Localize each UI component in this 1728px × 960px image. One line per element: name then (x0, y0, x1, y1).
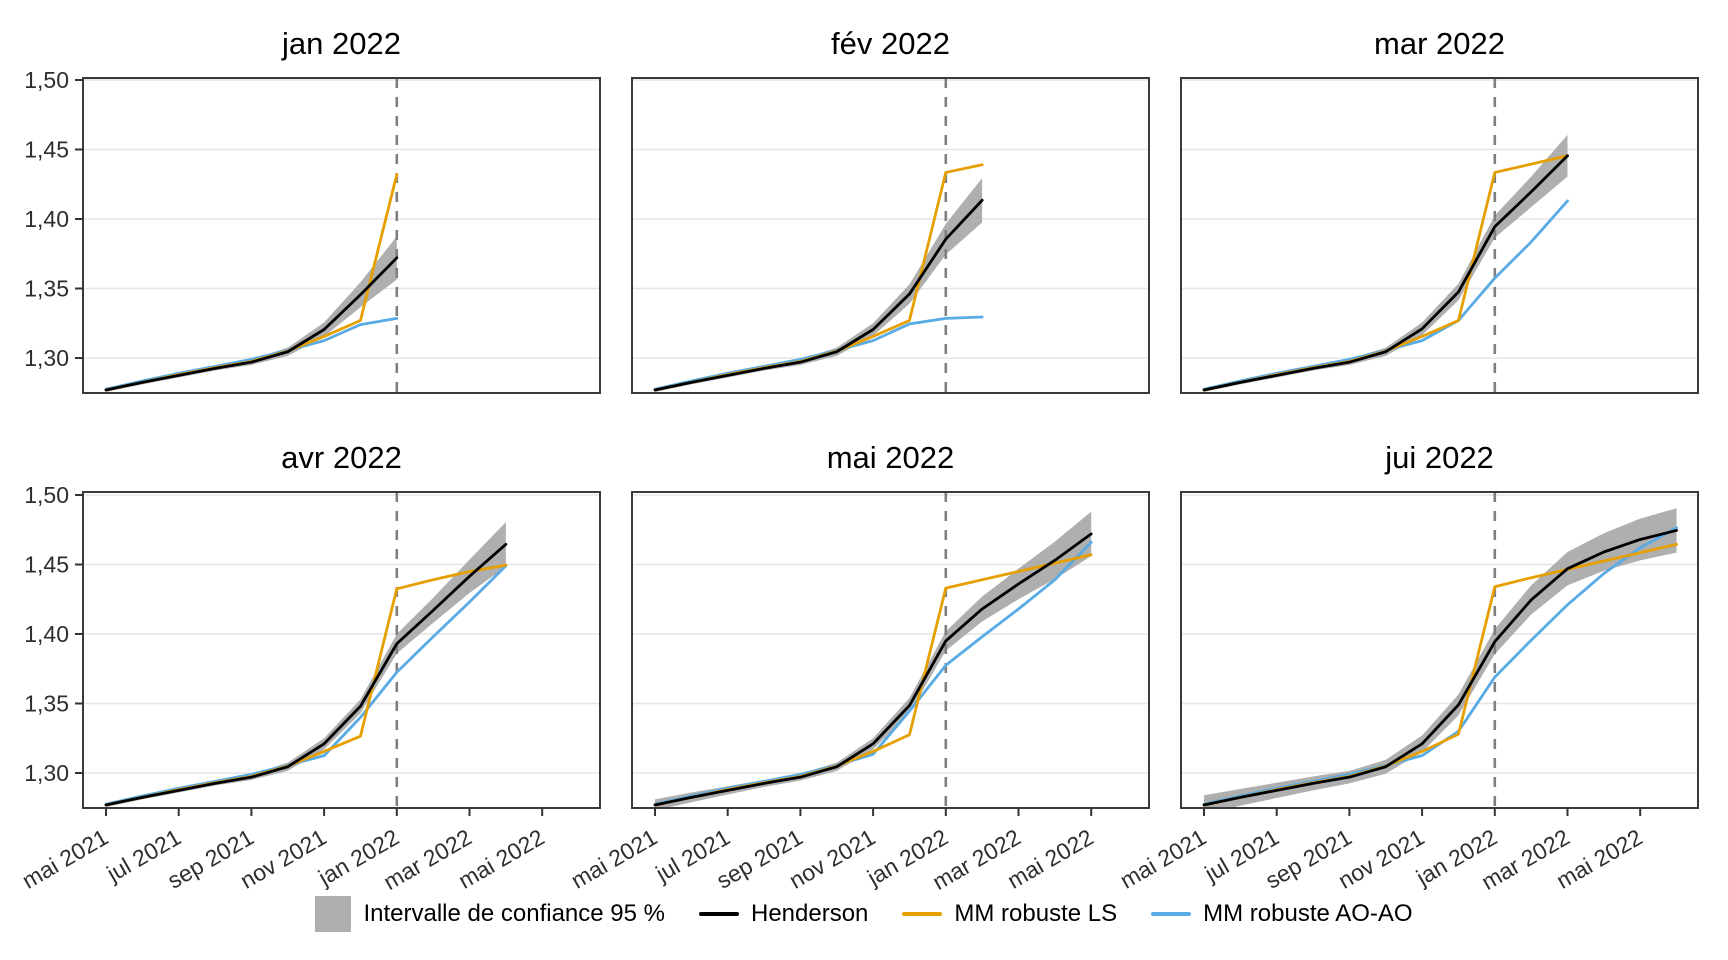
henderson-line (1202, 529, 1678, 807)
chart-canvas: jan 2022 1,30 1,35 1,40 1,45 1,50 fév 2022 mar … (18, 26, 1699, 895)
chart-legend: Intervalle de confiance 95 % Henderson M… (0, 896, 1728, 932)
y-tick-label: 1,40 (24, 206, 69, 232)
mm-ao-line-swatch (1151, 912, 1192, 916)
henderson-line (104, 542, 508, 807)
legend-item-ci: Intervalle de confiance 95 % (315, 896, 665, 932)
legend-item-mm-ls: MM robuste LS (902, 900, 1117, 928)
y-tick-label: 1,35 (24, 276, 69, 302)
x-tick-label: mai 2021 (18, 824, 113, 890)
y-tick-label: 1,45 (24, 552, 69, 578)
x-tick-label: mai 2021 (1116, 824, 1211, 890)
faceted-line-chart: jan 2022 1,30 1,35 1,40 1,45 1,50 fév 2022 mar … (18, 26, 1699, 895)
legend-label-ci: Intervalle de confiance 95 % (363, 900, 665, 927)
henderson-line (653, 532, 1093, 807)
ci-band-swatch (315, 896, 352, 932)
legend-item-henderson: Henderson (698, 900, 869, 928)
mm-robuste-ao-ao-line (1202, 199, 1569, 391)
confidence-band (106, 236, 397, 393)
mm-robuste-ao-ao-line (104, 316, 399, 391)
y-tick-label: 1,50 (24, 482, 69, 508)
x-tick-label: mai 2021 (567, 824, 662, 890)
facet-title: fév 2022 (831, 26, 950, 61)
facet-mar-2022: mar 2022 (1180, 26, 1699, 394)
panel-border (631, 491, 1150, 809)
panel-border (82, 77, 601, 394)
henderson-line-swatch (698, 912, 739, 916)
henderson-line (1202, 154, 1569, 392)
henderson-line (653, 198, 984, 392)
y-tick-label: 1,40 (24, 621, 69, 647)
panel-border (1180, 77, 1699, 394)
y-tick-label: 1,35 (24, 691, 69, 717)
legend-item-mm-ao: MM robuste AO-AO (1151, 900, 1413, 928)
facet-title: jan 2022 (281, 26, 401, 61)
legend-label-mm-ao: MM robuste AO-AO (1203, 900, 1413, 927)
facet-title: avr 2022 (281, 440, 402, 475)
panel-border (1180, 491, 1699, 809)
y-tick-label: 1,30 (24, 760, 69, 786)
facet-fév-2022: fév 2022 (631, 26, 1150, 394)
confidence-band (655, 511, 1092, 808)
facet-jan-2022: jan 2022 1,30 1,35 1,40 1,45 1,50 (24, 26, 601, 394)
mm-ls-line-swatch (902, 912, 943, 916)
y-tick-label: 1,30 (24, 345, 69, 371)
mm-robuste-ls-line (1202, 542, 1678, 807)
y-tick-label: 1,50 (24, 67, 69, 93)
confidence-band (1204, 508, 1677, 808)
panel-border (82, 491, 601, 809)
facet-title: jui 2022 (1384, 440, 1494, 475)
legend-label-henderson: Henderson (750, 900, 869, 927)
confidence-band (655, 177, 983, 393)
facet-title: mar 2022 (1374, 26, 1505, 61)
y-tick-label: 1,45 (24, 137, 69, 163)
henderson-line (104, 256, 399, 392)
legend-label-mm-ls: MM robuste LS (954, 900, 1118, 927)
confidence-band (1204, 134, 1568, 393)
facet-title: mai 2022 (827, 440, 955, 475)
panel-border (631, 77, 1150, 394)
